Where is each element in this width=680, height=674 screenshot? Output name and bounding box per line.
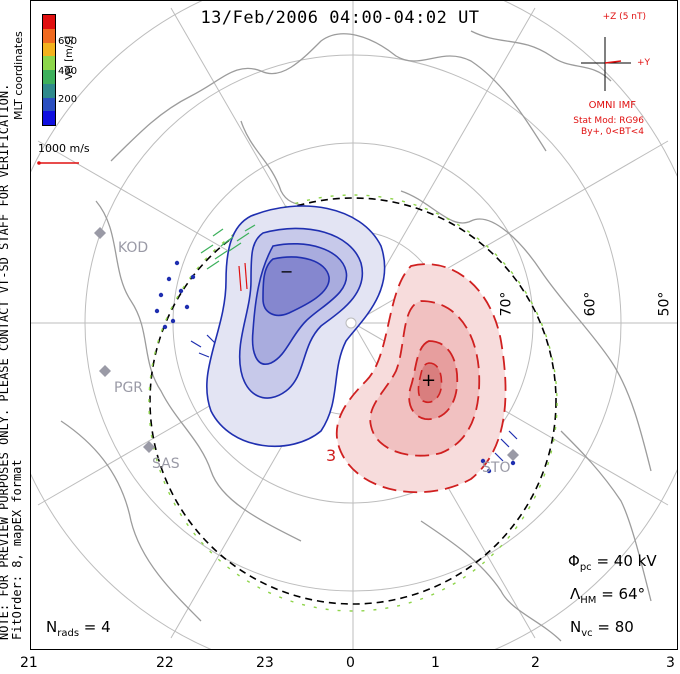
scale-segment [43,97,55,112]
mlt-hour-21: 21 [20,655,38,671]
scale-segment [43,56,55,70]
mlt-hour-23: 23 [256,655,274,671]
negative-potential-cell [206,205,386,448]
reference-vector-label: 1000 m/s [38,142,90,155]
scale-tick-400: 400 [58,66,78,77]
nrads-value: = 4 [79,618,111,636]
imf-source: OMNI IMF [588,100,636,111]
stat-model: Stat Mod: RG96 [573,116,644,126]
latitude-label-50: 50° [656,291,673,317]
contour-value-label: 3 [326,446,337,465]
positive-cell-marker: + [421,370,437,391]
velocity-unit-label: Vel [m/s] [64,35,75,80]
pole-marker [345,317,357,329]
mlt-hour-3: 3 [666,655,675,671]
mlt-hour-2: 2 [531,655,540,671]
imf-z-label: +Z (5 nT) [602,12,646,22]
map-title: 13/Feb/2006 04:00-04:02 UT [200,8,480,28]
mlt-hour-0: 0 [346,655,355,671]
station-sto: STO [482,460,511,476]
phi-pc-value: = 40 kV [591,552,657,570]
imf-condition: By+, 0<BT<4 [581,127,644,137]
nvc-value: = 80 [592,618,634,636]
polar-map [31,1,677,649]
latitude-label-70: 70° [498,291,515,317]
scale-segment [43,111,55,125]
station-markers [94,227,519,461]
station-kod: KOD [118,240,149,256]
imf-y-label: +Y [636,58,650,68]
coastlines [60,30,652,642]
nvc-symbol: N [570,618,582,636]
mlt-hour-22: 22 [156,655,174,671]
station-sas: SAS [152,456,180,472]
nvc-subscript: vc [581,628,593,639]
scale-tick-600: 600 [58,36,78,47]
scale-segment [43,83,55,98]
scale-tick-200: 200 [58,94,78,105]
lambda-hm-value: = 64° [596,585,646,603]
station-pgr: PGR [114,380,144,396]
lambda-hm-symbol: Λ [570,585,581,603]
phi-pc-stat: Φpc = 40 kV [568,552,657,573]
velocity-vectors [154,224,518,474]
phi-pc-symbol: Φ [568,552,580,570]
nrads-symbol: N [46,618,58,636]
scale-segment [43,70,55,84]
negative-cell-marker: − [280,262,294,281]
imf-dial [581,37,631,91]
lambda-hm-subscript: HM [580,595,597,606]
convection-boundary-green [148,194,558,612]
scale-segment [43,28,55,43]
positive-potential-cell [335,263,507,494]
convection-boundary [149,197,557,605]
phi-pc-subscript: pc [579,562,592,573]
reference-vector-origin [37,161,41,165]
nrads-subscript: rads [57,628,80,639]
coordinate-label: MLT coordinates [12,31,25,120]
nrads-stat: Nrads = 4 [46,618,111,639]
map-frame [30,0,678,650]
nvc-stat: Nvc = 80 [570,618,634,639]
lambda-hm-stat: ΛHM = 64° [570,585,645,606]
velocity-color-scale [42,14,56,126]
scale-segment [43,15,55,29]
mlt-hour-1: 1 [431,655,440,671]
scale-segment [43,42,55,57]
latitude-label-60: 60° [582,291,599,317]
